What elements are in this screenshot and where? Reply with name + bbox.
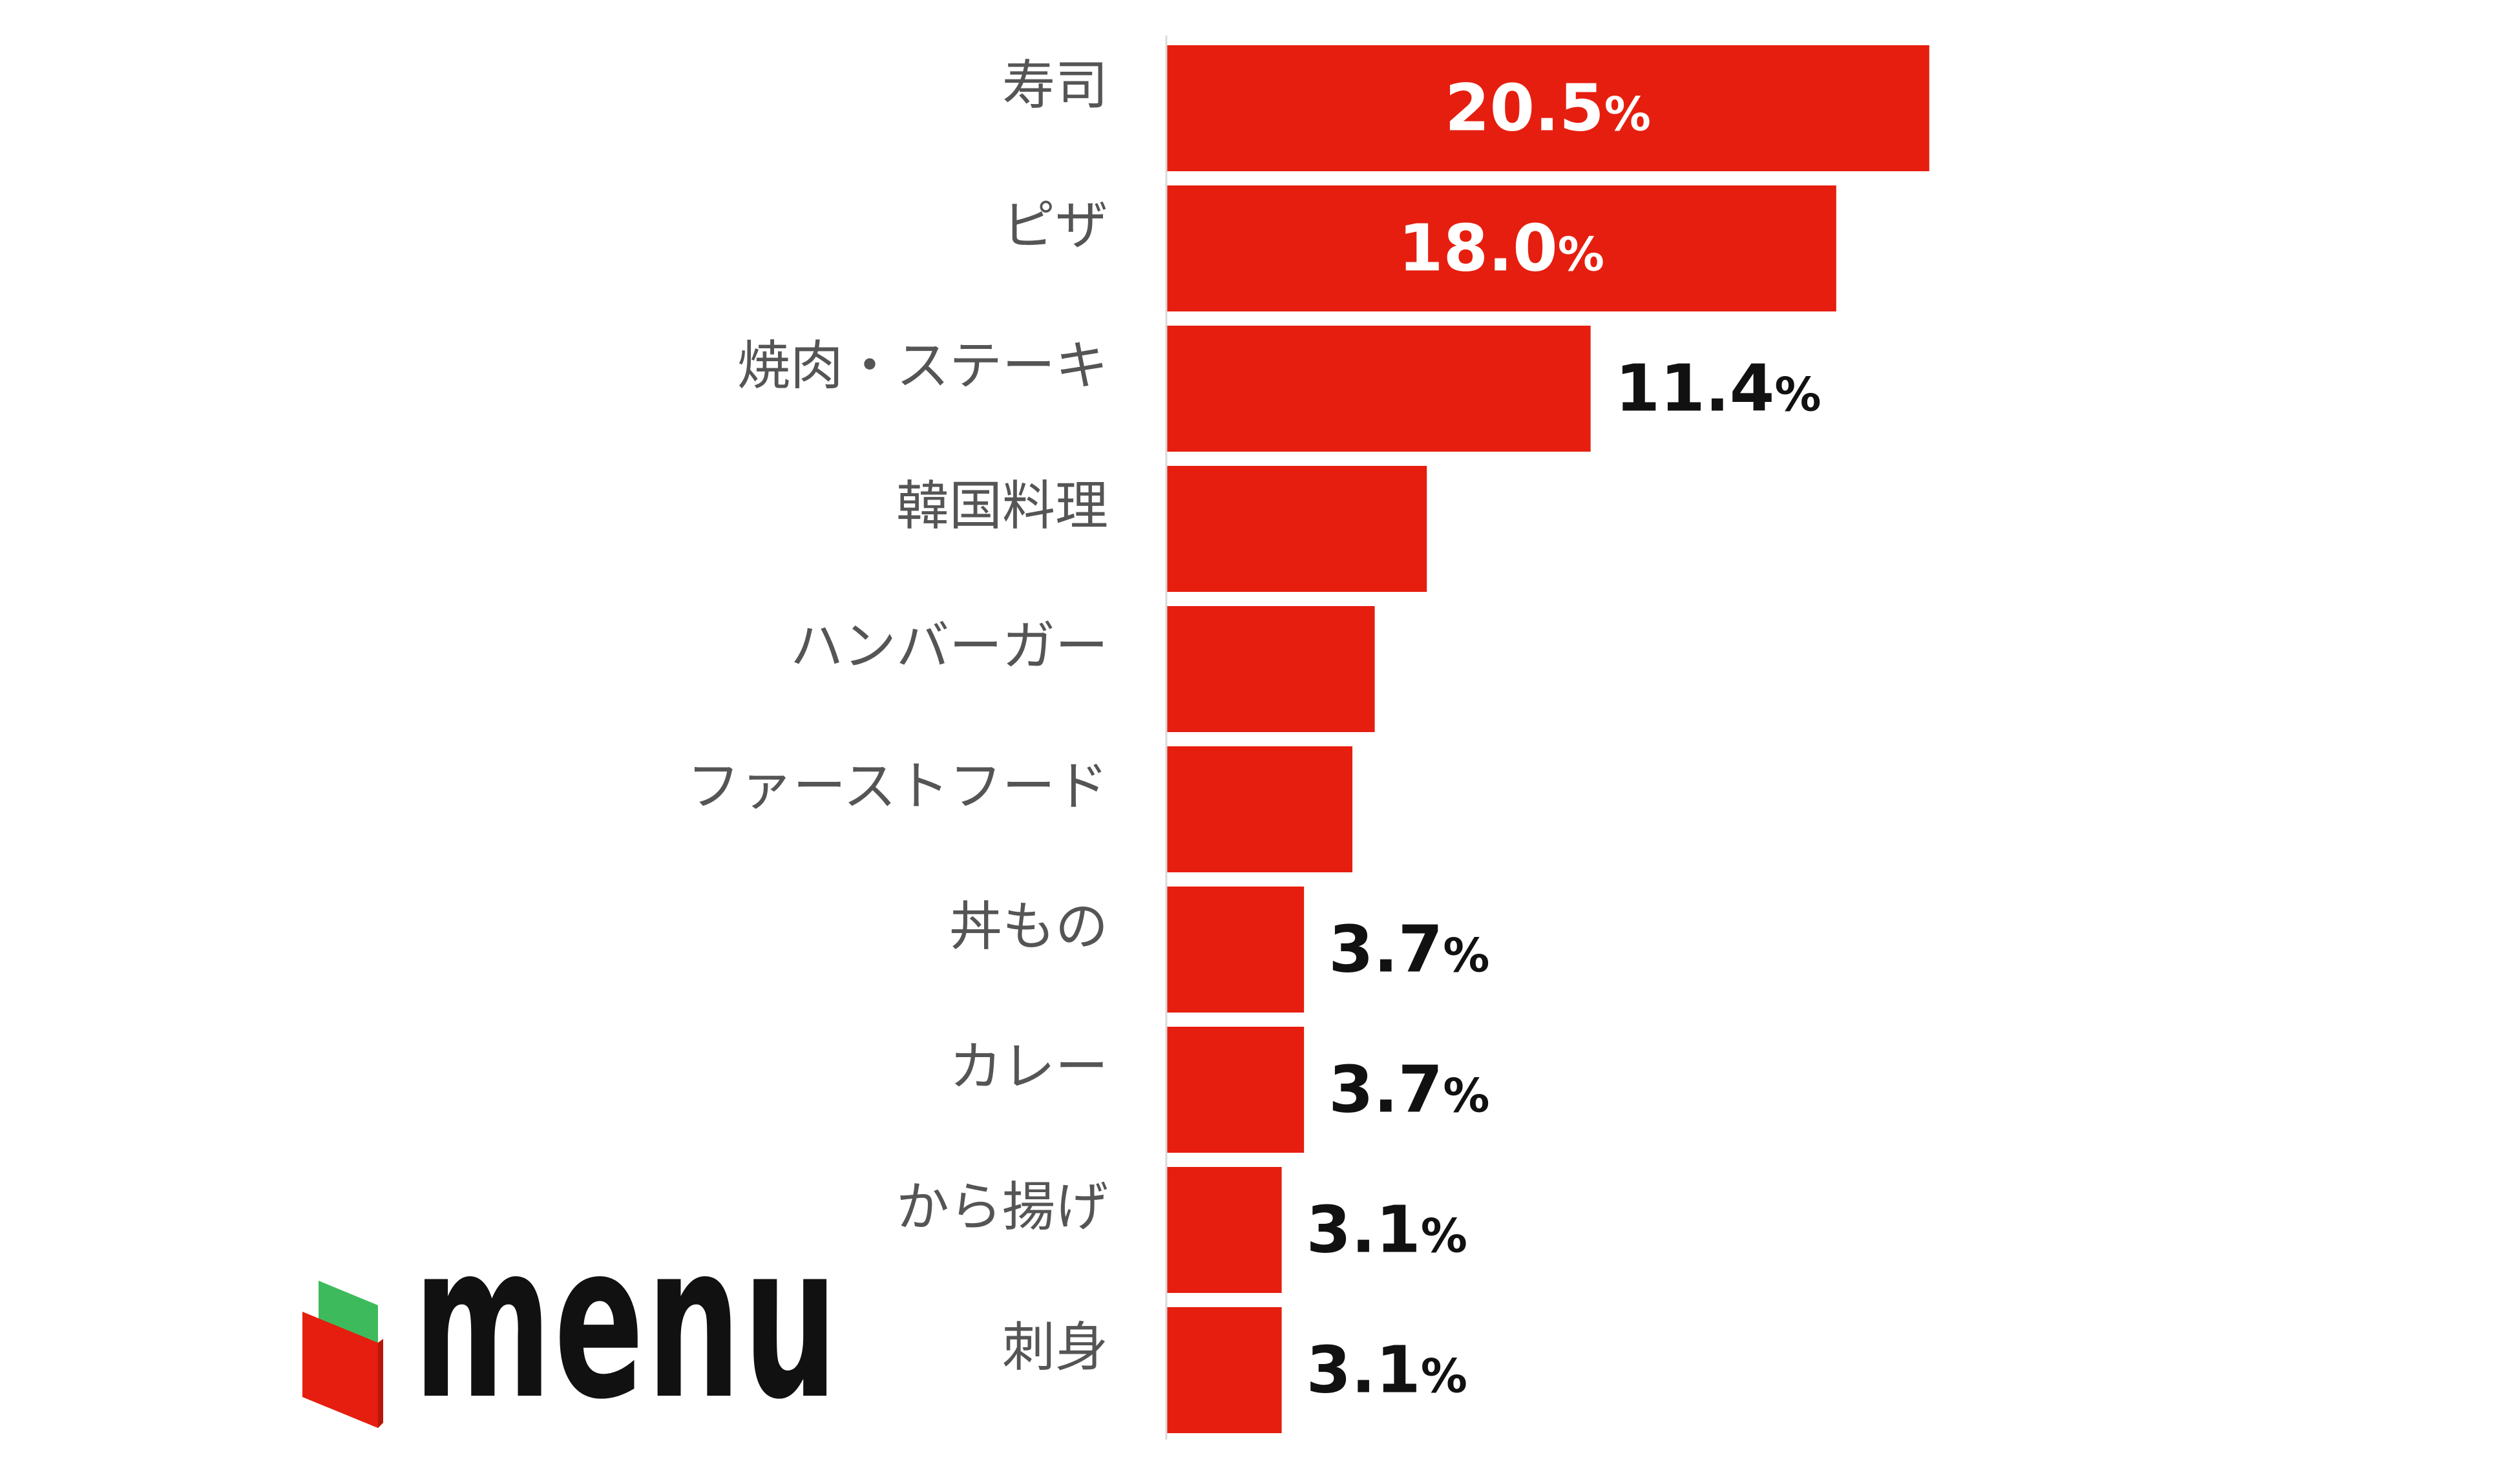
value-label-10: 3.1% — [1307, 1332, 1467, 1408]
value-label-9: 3.1% — [1307, 1192, 1467, 1268]
bar-5 — [1166, 606, 1375, 732]
category-label-9: から揚げ — [896, 1177, 1108, 1238]
category-label-10: 刺身 — [1002, 1317, 1108, 1378]
bars — [1166, 45, 1929, 1433]
bar-3 — [1166, 326, 1591, 452]
category-label-1: 寿司 — [1002, 55, 1108, 116]
bar-10 — [1166, 1307, 1282, 1433]
value-label-8: 3.7% — [1328, 1052, 1489, 1128]
category-label-2: ピザ — [1002, 195, 1108, 257]
category-label-7: 丼もの — [949, 896, 1108, 958]
menu-box-logo-icon — [302, 1281, 383, 1428]
value-label-2: 18.0% — [1398, 211, 1604, 286]
menu-logo: menu — [302, 1198, 840, 1446]
logo-wordmark: menu — [414, 1198, 840, 1446]
value-label-3: 11.4% — [1615, 351, 1822, 426]
category-label-4: 韓国料理 — [896, 476, 1108, 537]
category-label-5: ハンバーガー — [790, 616, 1108, 677]
category-label-8: カレー — [949, 1036, 1108, 1098]
value-labels: 20.5% 18.0%11.4% 3.7% 3.7% 3.1% 3.1% — [1307, 70, 1822, 1408]
value-label-7: 3.7% — [1328, 912, 1489, 987]
bar-6 — [1166, 746, 1352, 872]
value-label-1: 20.5% — [1445, 70, 1651, 146]
bar-1 — [1166, 45, 1929, 171]
category-labels: 寿司ピザ焼肉・ステーキ韓国料理ハンバーガーファーストフード丼ものカレーから揚げ刺… — [687, 55, 1108, 1378]
bar-2 — [1166, 185, 1836, 311]
bar-9 — [1166, 1167, 1282, 1293]
category-label-3: 焼肉・ステーキ — [737, 335, 1108, 397]
bar-8 — [1166, 1027, 1305, 1153]
bar-7 — [1166, 887, 1305, 1013]
bar-4 — [1166, 466, 1427, 592]
category-label-6: ファーストフード — [687, 756, 1108, 817]
